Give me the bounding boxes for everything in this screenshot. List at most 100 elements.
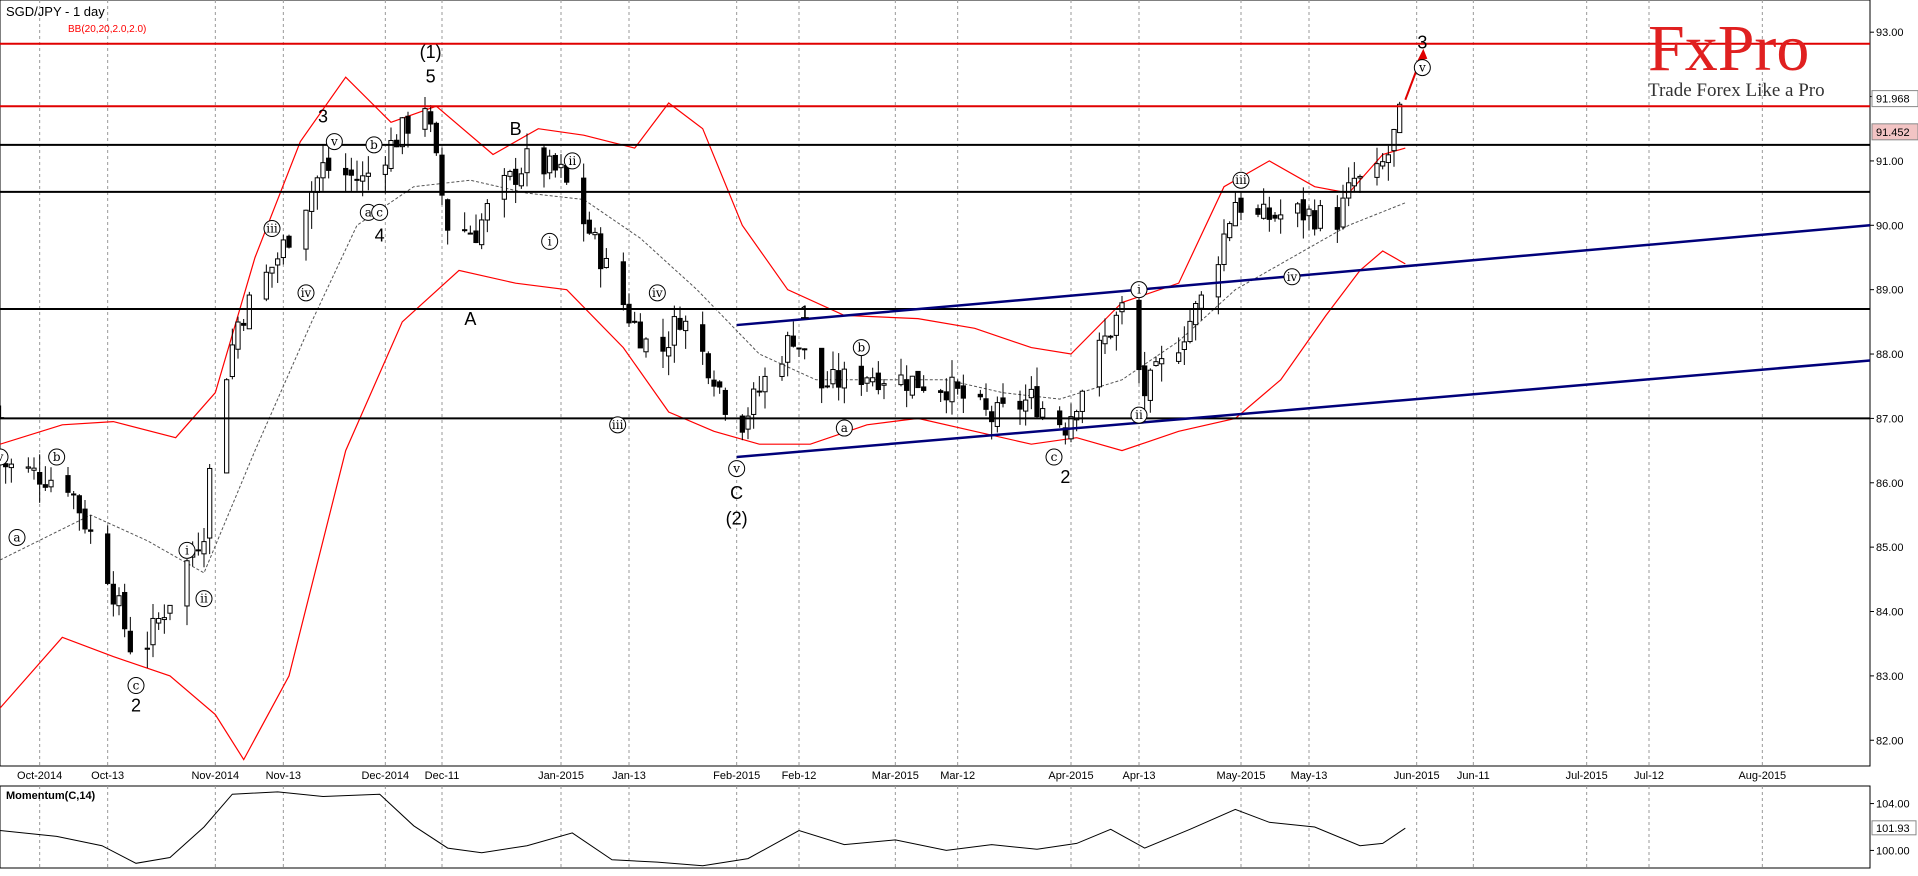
x-tick-label: May-13 [1291, 770, 1328, 782]
wave-circle-label: ii [568, 154, 576, 168]
candle-body [875, 372, 881, 391]
candle-body [717, 381, 723, 388]
candle-body [1397, 103, 1403, 134]
candle-body [1340, 197, 1346, 228]
logo-tagline: Trade Forex Like a Pro [1648, 80, 1825, 101]
candle-body [433, 122, 439, 154]
candle-body [586, 219, 592, 234]
candle-body [388, 140, 394, 169]
wave-circle-label: iii [1235, 173, 1247, 187]
candle-body [637, 321, 643, 349]
candle-body [1028, 388, 1034, 399]
candle-body [1346, 182, 1352, 199]
momentum-line [0, 791, 1406, 867]
candle-body [105, 533, 111, 584]
candle-body [603, 257, 609, 269]
candle-body [677, 317, 683, 330]
candle-body [1266, 207, 1272, 220]
x-tick-label: Mar-12 [940, 770, 975, 782]
wave-circle-label: i [185, 543, 189, 557]
candle-body [1306, 208, 1312, 217]
candle-body [705, 353, 711, 379]
wave-circle-label: v [1418, 61, 1426, 75]
candle-body [167, 604, 173, 614]
candle-body [161, 617, 167, 621]
momentum-value-box [1871, 820, 1917, 836]
candle-body [830, 369, 836, 385]
wave-circle [371, 203, 389, 221]
candle-body [994, 402, 1000, 427]
candle-body [1023, 399, 1029, 412]
candle-body [184, 560, 190, 607]
candle-body [643, 338, 649, 353]
candle-body [983, 398, 989, 410]
candle-body [31, 467, 37, 471]
candle-body [955, 381, 961, 389]
candle-body [1227, 223, 1233, 239]
target-arrow-head [1417, 48, 1428, 61]
momentum-panel: Momentum(C,14) 104.00 100.00 101.93 [0, 790, 1917, 867]
candle-body [904, 379, 910, 391]
y-tick-label: 84.00 [1876, 607, 1904, 619]
candle-body [943, 391, 949, 401]
candle-body [127, 630, 133, 653]
candle-body [354, 178, 360, 181]
wave-label: (2) [726, 509, 748, 529]
x-tick-label: Apr-13 [1122, 770, 1155, 782]
candle-body [620, 261, 626, 306]
candle-body [1232, 201, 1238, 227]
wave-circle-label: iii [612, 418, 624, 432]
candle-body [1034, 386, 1040, 418]
chart-grid [0, 0, 1871, 869]
wave-circle-label: b [370, 138, 378, 152]
wave-circle-label: b [53, 450, 61, 464]
x-tick-label: Jan-13 [612, 770, 646, 782]
candle-body [473, 230, 479, 244]
candle-body [949, 376, 955, 403]
x-tick-label: Jul-12 [1634, 770, 1664, 782]
wave-circle-label: c [376, 205, 383, 219]
wave-circle [0, 448, 9, 466]
candle-body [898, 374, 904, 386]
wave-circle [1283, 268, 1301, 286]
y-tick-label: 87.00 [1876, 413, 1904, 425]
wave-label: (1) [420, 42, 442, 62]
candle-body [246, 294, 252, 330]
wave-circle-label: a [841, 421, 848, 435]
candle-body [150, 617, 156, 646]
candle-body [751, 388, 757, 415]
wave-circle-label: c [133, 679, 140, 693]
momentum-label: Momentum(C,14) [6, 790, 96, 802]
candle-body [1119, 302, 1125, 313]
x-tick-label: Jun-11 [1457, 770, 1490, 782]
price-axis: 82.00 83.00 84.00 85.00 86.00 87.00 88.00 89.00… [1870, 27, 1918, 747]
candle-body [1238, 197, 1244, 213]
wave-label: 3 [1417, 32, 1427, 52]
x-tick-label: Mar-2015 [872, 770, 919, 782]
wave-circle [835, 419, 853, 437]
candle-body [8, 463, 14, 469]
candle-body [286, 235, 292, 248]
candle-body [428, 111, 434, 125]
candle-body [445, 199, 451, 231]
y-tick-label: 90.00 [1876, 220, 1904, 232]
candle-body [1102, 335, 1108, 345]
candle-body [201, 541, 207, 555]
candle-body [683, 320, 689, 332]
wave-circle [263, 220, 281, 238]
fxpro-logo: FxPro Trade Forex Like a Pro [1648, 12, 1825, 101]
candle-body [467, 232, 473, 235]
wave-circle [8, 528, 26, 546]
candle-body [802, 348, 808, 351]
bollinger-upper-line [0, 76, 1406, 445]
wave-label: 4 [375, 225, 385, 245]
x-tick-label: Dec-11 [425, 770, 460, 782]
candle-body [82, 508, 88, 530]
candle-body [3, 463, 9, 468]
wave-circle [1130, 406, 1148, 424]
candle-body [938, 390, 944, 393]
candle-body [365, 172, 371, 177]
wave-circle [1130, 281, 1148, 299]
wave-circle-label: iv [301, 286, 312, 300]
